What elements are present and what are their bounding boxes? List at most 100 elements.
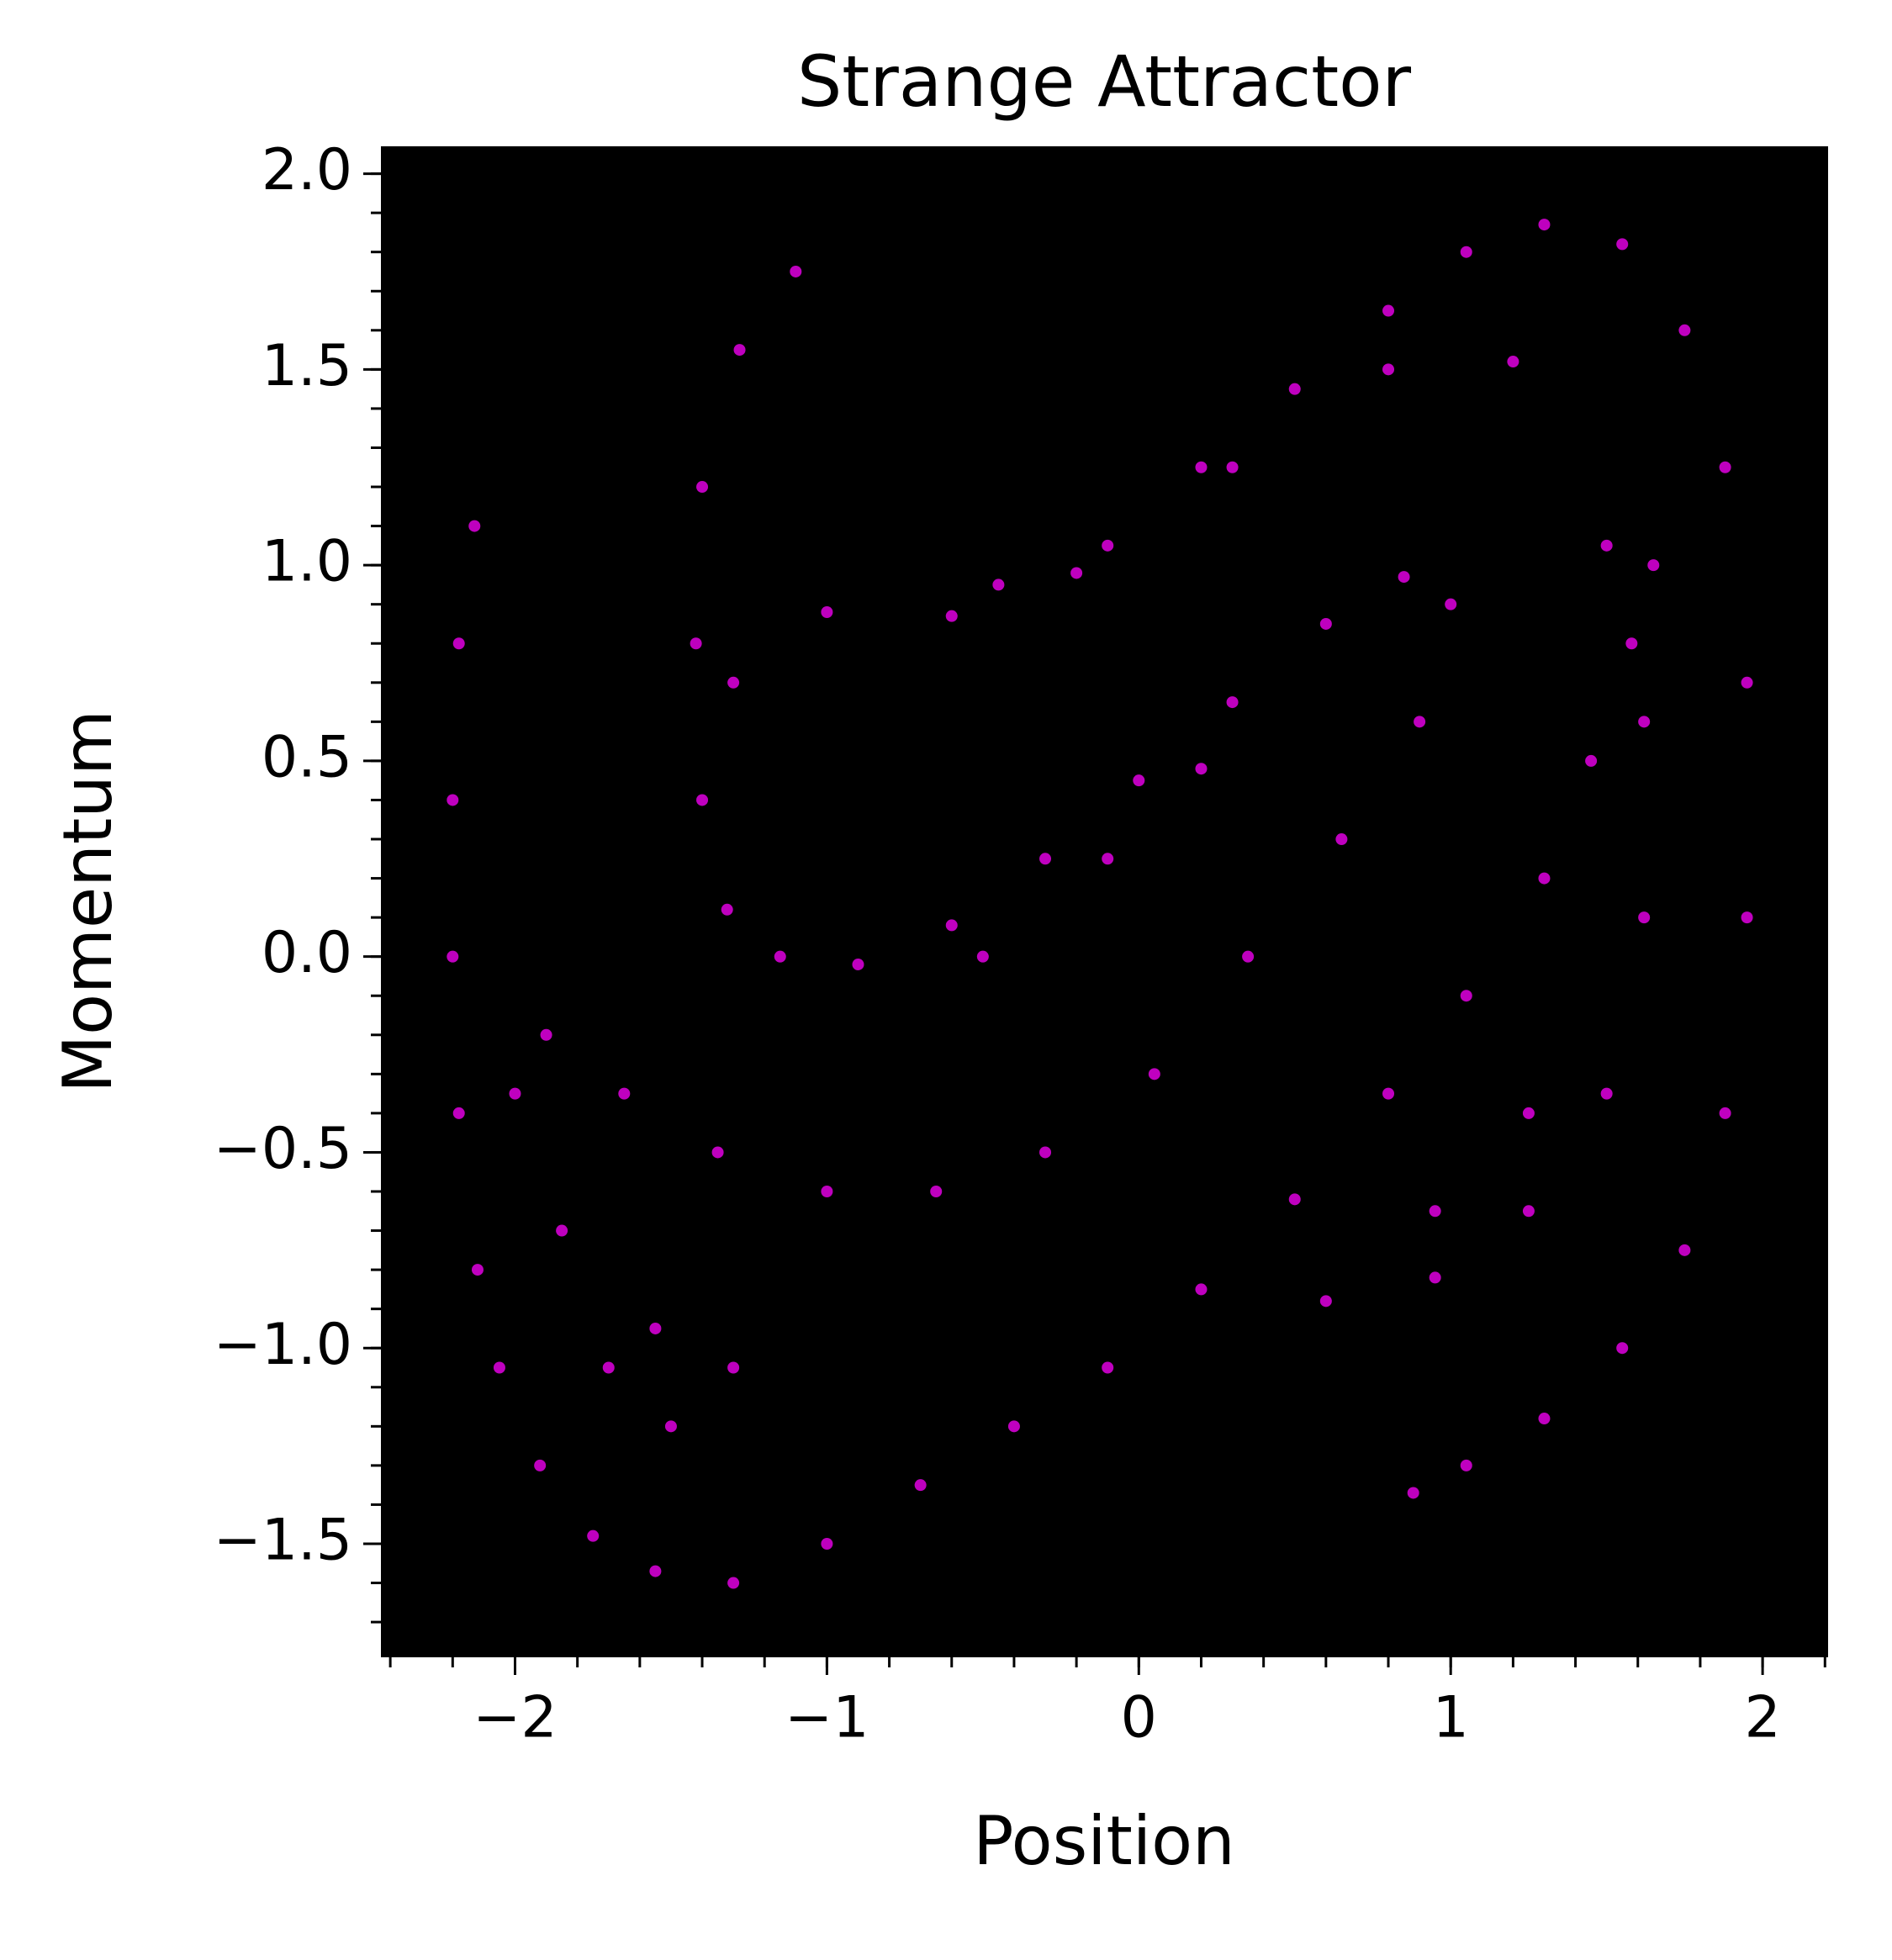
point — [1414, 716, 1426, 728]
point — [618, 1087, 631, 1100]
point — [1242, 950, 1255, 963]
point — [1148, 1068, 1160, 1080]
point — [1678, 324, 1691, 336]
x-tick-label: 0 — [1121, 1685, 1157, 1751]
y-tick-label: −1.0 — [214, 1312, 352, 1378]
point — [649, 1322, 662, 1334]
point — [452, 637, 465, 650]
point — [727, 1361, 740, 1374]
x-tick-label: 1 — [1433, 1685, 1469, 1751]
point — [790, 265, 802, 277]
y-tick-label: −0.5 — [214, 1116, 352, 1182]
point — [509, 1087, 521, 1100]
point — [1039, 1146, 1052, 1159]
point — [1600, 539, 1613, 552]
point — [1195, 1283, 1208, 1296]
point — [1407, 1487, 1419, 1499]
point — [1600, 1087, 1613, 1100]
point — [1460, 246, 1472, 258]
point — [1226, 461, 1239, 473]
point — [1007, 1420, 1020, 1433]
point — [1460, 1459, 1472, 1471]
point — [696, 794, 709, 806]
point — [727, 1577, 740, 1589]
point — [774, 950, 786, 963]
point — [930, 1186, 943, 1198]
point — [1102, 539, 1114, 552]
point — [452, 1107, 465, 1119]
point — [1039, 853, 1052, 865]
point — [468, 520, 481, 532]
point — [1288, 1193, 1301, 1206]
y-tick-label: 2.0 — [262, 137, 352, 203]
point — [852, 958, 864, 970]
point — [1070, 567, 1083, 579]
point — [1319, 1295, 1332, 1308]
y-tick-label: 1.0 — [262, 529, 352, 595]
point — [727, 676, 740, 689]
point — [1741, 911, 1753, 924]
point — [540, 1028, 552, 1041]
point — [1398, 571, 1410, 584]
point — [721, 903, 733, 916]
point — [471, 1264, 484, 1276]
point — [587, 1529, 600, 1542]
point — [711, 1146, 724, 1159]
point — [1678, 1244, 1691, 1256]
point — [1102, 853, 1114, 865]
point — [1288, 383, 1301, 395]
point — [1719, 1107, 1731, 1119]
point — [1507, 356, 1519, 368]
point — [1585, 754, 1598, 767]
y-tick-label: 0.0 — [262, 920, 352, 986]
point — [1616, 1342, 1629, 1355]
point — [1429, 1205, 1441, 1218]
point — [447, 794, 459, 806]
point — [733, 344, 746, 357]
point — [534, 1459, 547, 1471]
point — [1522, 1205, 1535, 1218]
point — [821, 1186, 833, 1198]
point — [1647, 559, 1660, 572]
point — [1719, 461, 1731, 473]
point — [1382, 1087, 1395, 1100]
x-tick-label: −2 — [473, 1685, 557, 1751]
x-tick-label: −1 — [785, 1685, 869, 1751]
point — [1538, 872, 1551, 885]
point — [1195, 461, 1208, 473]
point — [1429, 1271, 1441, 1284]
point — [556, 1224, 568, 1237]
plot-area — [381, 146, 1828, 1657]
x-axis-label: Position — [973, 1802, 1234, 1880]
point — [1133, 774, 1145, 787]
point — [447, 950, 459, 963]
point — [1638, 716, 1651, 728]
point — [1741, 676, 1753, 689]
point — [649, 1565, 662, 1577]
point — [1195, 763, 1208, 775]
y-tick-label: 0.5 — [262, 724, 352, 790]
point — [1226, 696, 1239, 709]
point — [976, 950, 989, 963]
point — [664, 1420, 677, 1433]
point — [1625, 637, 1638, 650]
point — [914, 1479, 927, 1492]
point — [945, 919, 958, 932]
point — [602, 1361, 615, 1374]
point — [821, 605, 833, 618]
point — [696, 481, 709, 494]
point — [1319, 617, 1332, 630]
point — [1522, 1107, 1535, 1119]
point — [1382, 363, 1395, 376]
point — [1538, 219, 1551, 231]
point — [690, 637, 702, 650]
y-tick-label: 1.5 — [262, 333, 352, 399]
point — [992, 578, 1005, 591]
point — [945, 610, 958, 622]
point — [1335, 833, 1348, 846]
point — [1638, 911, 1651, 924]
y-tick-label: −1.5 — [214, 1508, 352, 1574]
point — [1616, 238, 1629, 251]
chart-title: Strange Attractor — [797, 40, 1412, 123]
